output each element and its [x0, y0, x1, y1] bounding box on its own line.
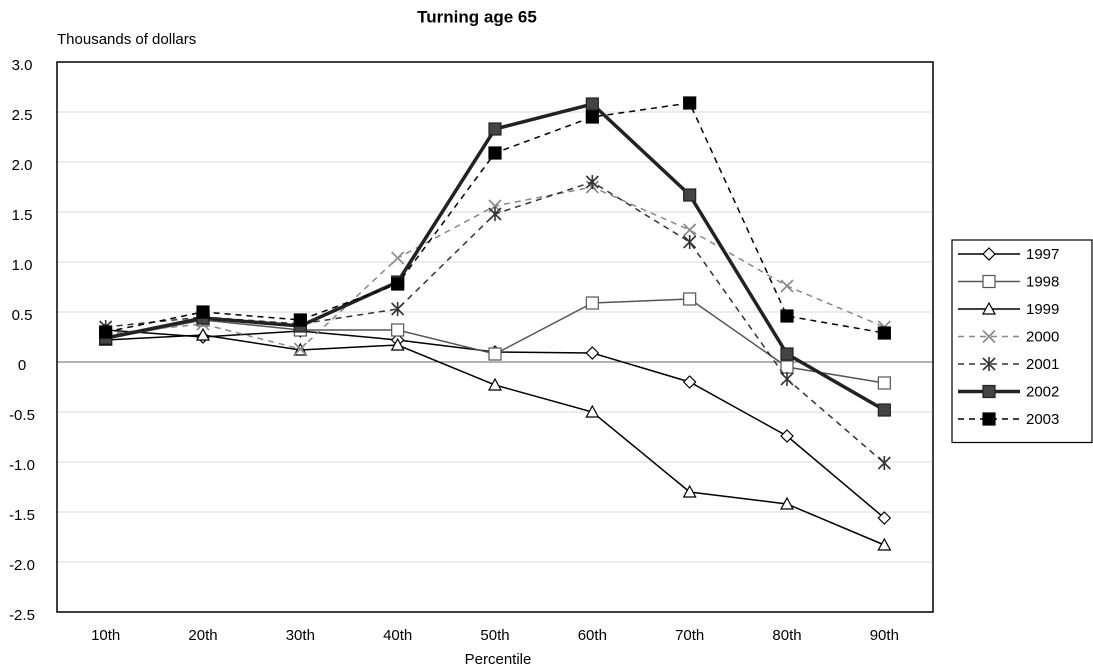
y-tick-label: 0 [18, 357, 26, 374]
legend-marker [982, 384, 996, 399]
x-tick-label: 80th [772, 627, 801, 644]
marker [683, 96, 697, 110]
y-tick-label: -0.5 [9, 407, 35, 424]
legend-label: 1998 [1026, 273, 1059, 290]
marker [877, 537, 892, 551]
marker [488, 146, 502, 160]
marker [682, 375, 697, 389]
legend-marker [982, 329, 996, 344]
marker [981, 301, 997, 315]
marker [982, 412, 996, 426]
marker [683, 223, 697, 237]
marker [391, 251, 405, 265]
marker [780, 429, 794, 443]
legend-label: 2001 [1026, 356, 1059, 373]
legend-box [951, 239, 1093, 444]
marker [488, 347, 502, 361]
marker [982, 329, 996, 344]
marker [293, 342, 307, 356]
legend-label: 1997 [1026, 246, 1059, 263]
marker [780, 360, 794, 374]
y-tick-label: 3.0 [12, 57, 33, 74]
marker [877, 326, 891, 340]
marker [293, 313, 307, 327]
x-tick-label: 20th [188, 627, 217, 644]
chart-title: Turning age 65 [417, 7, 537, 26]
marker [488, 207, 502, 221]
marker [877, 376, 891, 390]
y-tick-label: -1.5 [9, 507, 35, 524]
legend-marker [982, 274, 996, 289]
marker [982, 274, 996, 289]
y-tick-label: 2.5 [12, 107, 33, 124]
y-axis-label: Thousands of dollars [57, 31, 196, 48]
marker [780, 309, 794, 323]
legend-label: 2002 [1026, 383, 1059, 400]
y-tick-label: -1.0 [9, 457, 35, 474]
legend-marker [982, 357, 996, 371]
legend-marker [982, 412, 996, 426]
y-tick-label: 1.0 [12, 257, 33, 274]
marker [877, 456, 891, 470]
marker [780, 279, 794, 293]
marker [780, 372, 794, 386]
y-tick-label: 1.5 [12, 207, 33, 224]
x-tick-label: 60th [578, 627, 607, 644]
legend-label: 2003 [1026, 411, 1059, 428]
marker [99, 325, 113, 339]
x-tick-label: 40th [383, 627, 412, 644]
y-tick-label: 2.0 [12, 157, 33, 174]
x-tick-label: 10th [91, 627, 120, 644]
x-tick-label: 70th [675, 627, 704, 644]
marker [487, 377, 503, 391]
legend-marker [981, 301, 997, 315]
marker [982, 247, 996, 261]
marker [391, 277, 405, 291]
plot-border [56, 61, 934, 613]
marker [683, 292, 697, 306]
marker [683, 188, 697, 202]
marker [682, 484, 697, 498]
marker [982, 384, 996, 399]
marker [585, 296, 599, 310]
marker [195, 327, 211, 341]
marker [982, 357, 996, 371]
y-tick-label: -2.0 [9, 557, 35, 574]
marker [877, 511, 892, 525]
series-line [105, 334, 885, 546]
legend-label: 2000 [1026, 328, 1059, 345]
marker [390, 337, 405, 351]
x-tick-label: 50th [480, 627, 509, 644]
marker [780, 347, 794, 361]
legend-label: 1999 [1026, 301, 1059, 318]
marker [779, 496, 795, 510]
y-tick-label: -2.5 [9, 607, 35, 624]
x-tick-label: 90th [870, 627, 899, 644]
marker [877, 403, 891, 417]
marker [683, 235, 697, 249]
marker [585, 175, 599, 189]
marker [391, 323, 405, 337]
legend-marker [982, 247, 996, 261]
marker [585, 97, 599, 111]
marker [196, 305, 210, 319]
marker [585, 110, 599, 124]
x-tick-label: 30th [286, 627, 315, 644]
marker [488, 122, 502, 136]
y-tick-label: 0.5 [12, 307, 33, 324]
x-axis-label: Percentile [465, 651, 532, 668]
marker [585, 346, 600, 360]
marker [585, 404, 600, 418]
marker [391, 302, 405, 316]
